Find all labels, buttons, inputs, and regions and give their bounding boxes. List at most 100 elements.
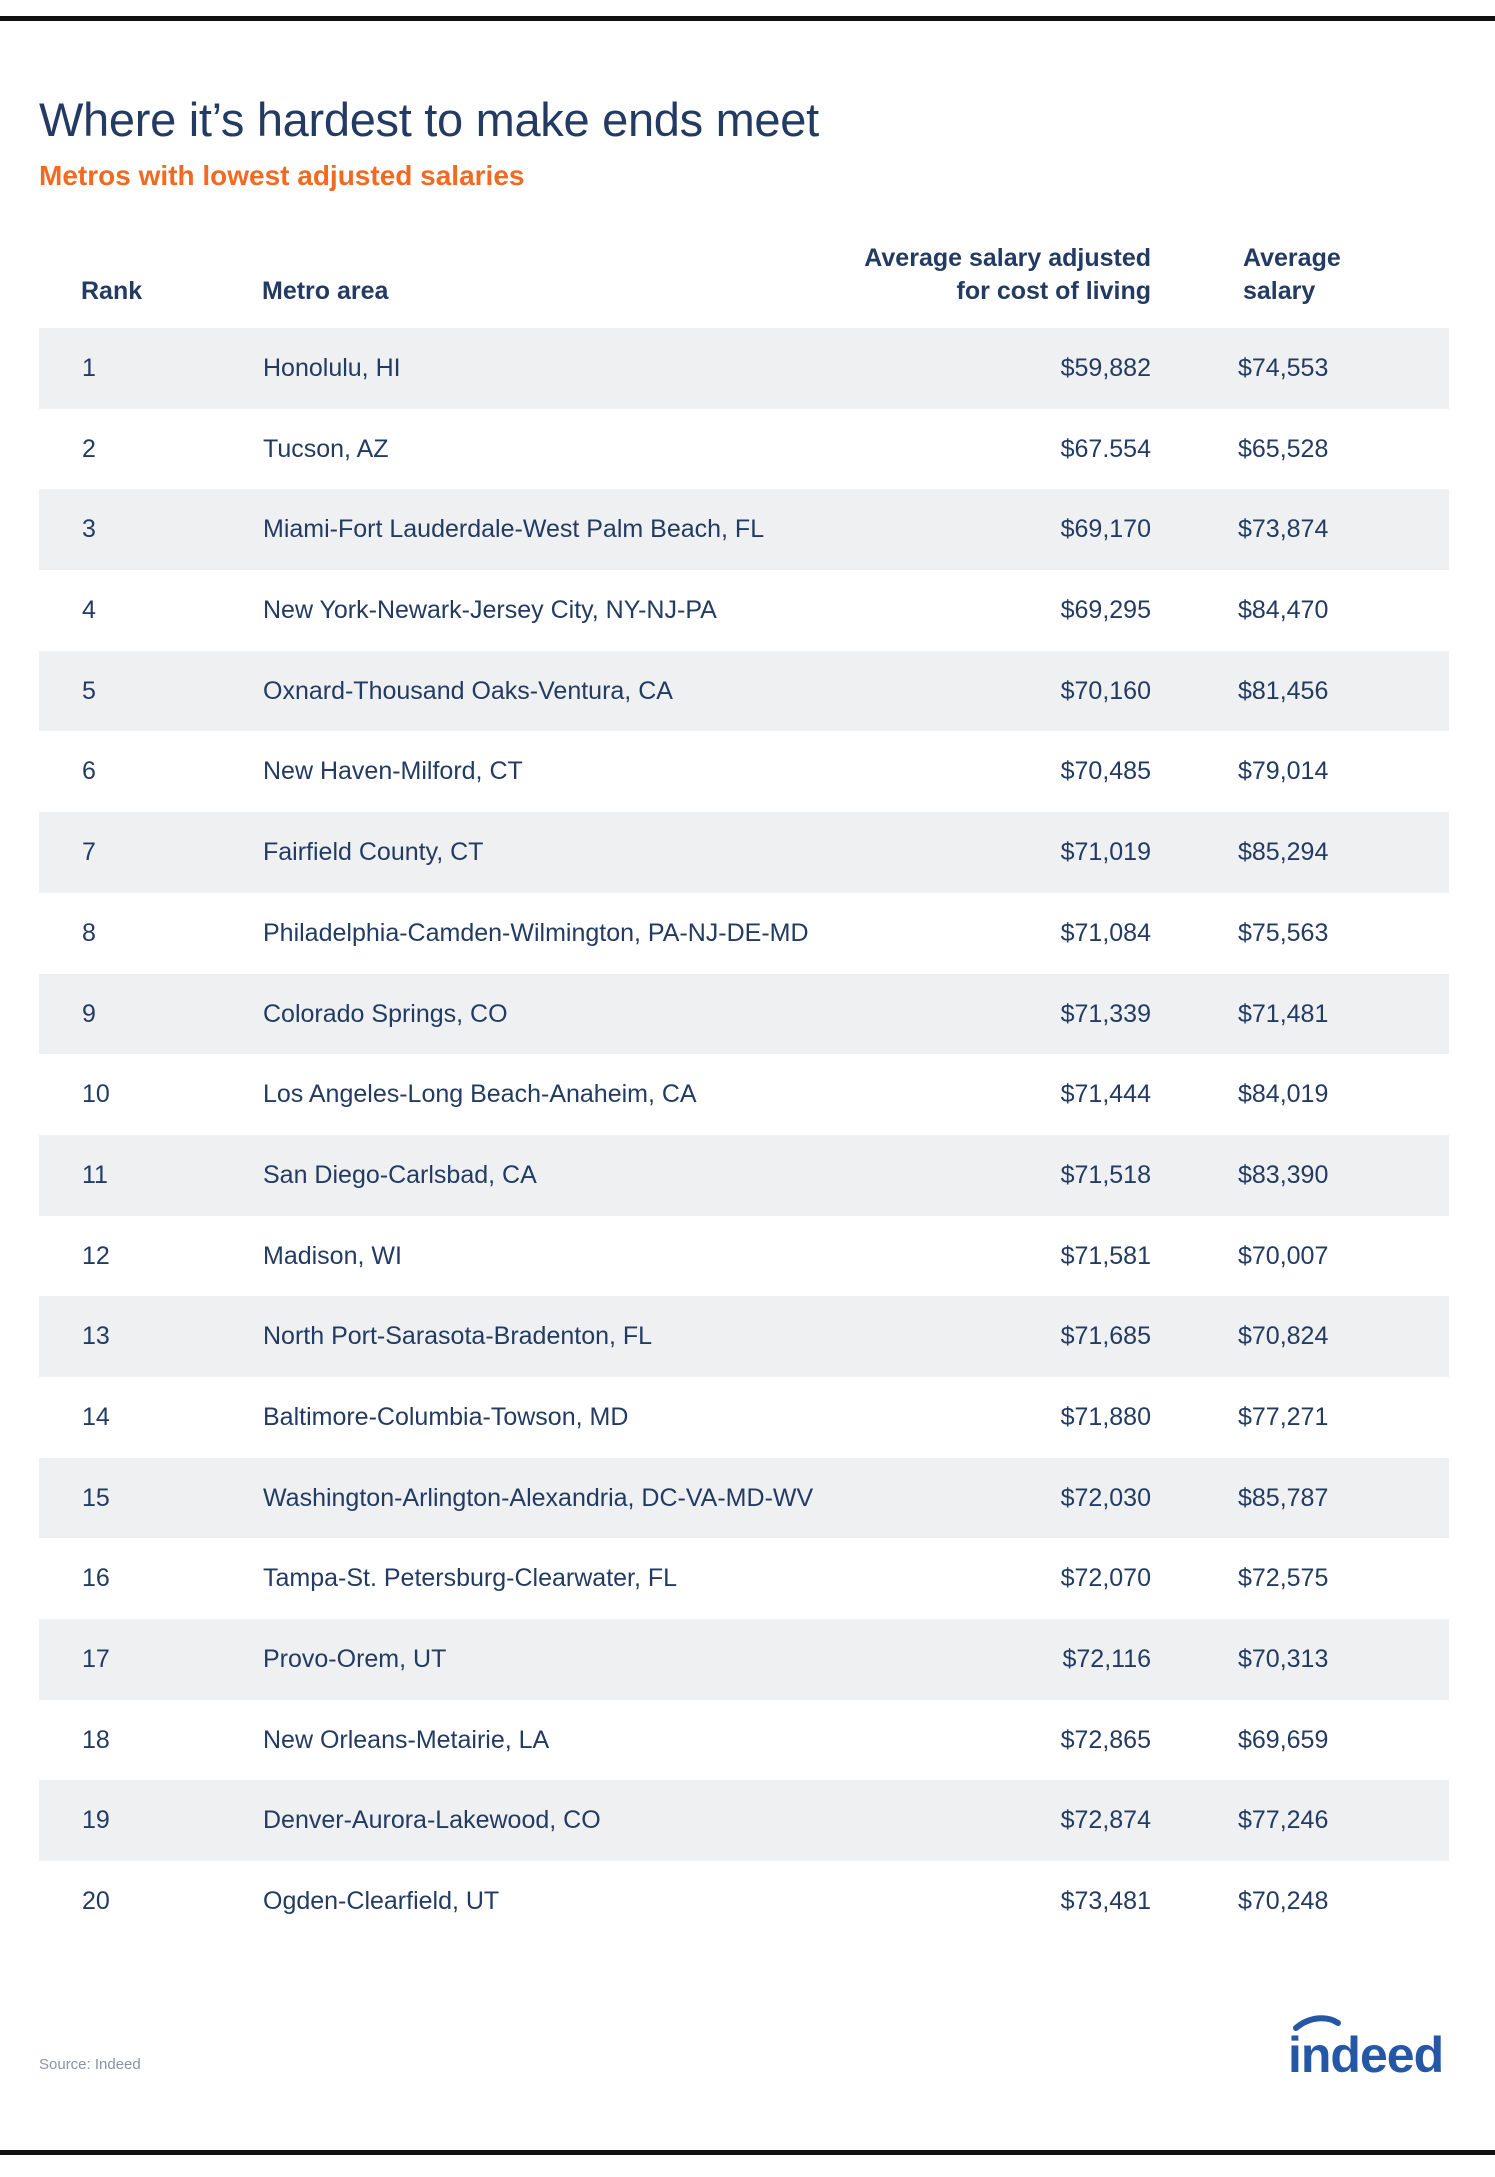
metro-area-cell: New York-Newark-Jersey City, NY-NJ-PA: [263, 596, 717, 625]
metro-area-cell: Washington-Arlington-Alexandria, DC-VA-M…: [263, 1483, 814, 1512]
table-row: 7 Fairfield County, CT $71,019 $85,294: [39, 812, 1449, 893]
average-salary-cell: $70,313: [1238, 1645, 1329, 1673]
rank-cell: 1: [82, 354, 96, 382]
table-row: 17 Provo-Orem, UT $72,116 $70,313: [39, 1619, 1449, 1700]
rank-cell: 7: [82, 838, 96, 867]
table-row: 3 Miami-Fort Lauderdale-West Palm Beach, …: [39, 489, 1449, 571]
table-row: 4 New York-Newark-Jersey City, NY-NJ-PA $6…: [39, 570, 1449, 651]
average-salary-cell: $71,481: [1238, 999, 1329, 1028]
table-row: 10 Los Angeles-Long Beach-Anaheim, CA $71,…: [39, 1054, 1449, 1135]
table-row: 13 North Port-Sarasota-Bradenton, FL $71,6…: [39, 1296, 1449, 1377]
indeed-logo: indeed: [1288, 2015, 1444, 2083]
adjusted-salary-cell: $71,019: [1060, 838, 1151, 867]
rank-cell: 18: [82, 1725, 110, 1754]
average-salary-cell: $74,553: [1238, 354, 1329, 382]
table-row: 18 New Orleans-Metairie, LA $72,865 $69,659: [39, 1700, 1449, 1781]
metro-area-cell: Denver-Aurora-Lakewood, CO: [263, 1806, 601, 1835]
metro-area-cell: Tampa-St. Petersburg-Clearwater, FL: [263, 1564, 678, 1593]
adjusted-salary-cell: $72,070: [1060, 1564, 1151, 1593]
average-salary-cell: $84,470: [1238, 596, 1329, 625]
average-salary-cell: $83,390: [1238, 1160, 1329, 1189]
source-note: Source: Indeed: [39, 2056, 141, 2073]
column-header-adjusted-salary: Average salary adjusted for cost of livi…: [864, 244, 1151, 305]
metro-area-cell: North Port-Sarasota-Bradenton, FL: [263, 1322, 653, 1351]
rank-cell: 3: [82, 515, 96, 544]
adjusted-salary-cell: $71,084: [1060, 918, 1151, 947]
table-row: 1 Honolulu, HI $59,882 $74,553: [39, 328, 1449, 409]
metro-area-cell: Honolulu, HI: [263, 354, 401, 382]
metro-area-cell: Oxnard-Thousand Oaks-Ventura, CA: [263, 676, 673, 705]
page-title: Where it’s hardest to make ends meet: [39, 93, 819, 146]
indeed-logo-wordmark: indeed: [1288, 2027, 1443, 2083]
metro-area-cell: Miami-Fort Lauderdale-West Palm Beach, F…: [263, 515, 765, 544]
average-salary-cell: $77,246: [1238, 1806, 1329, 1835]
adjusted-salary-cell: $71,339: [1060, 999, 1151, 1028]
metro-area-cell: Los Angeles-Long Beach-Anaheim, CA: [263, 1080, 697, 1109]
average-salary-cell: $75,563: [1238, 918, 1329, 947]
metro-area-cell: Madison, WI: [263, 1241, 402, 1270]
top-rule: [0, 16, 1495, 21]
table-row: 2 Tucson, AZ $67.554 $65,528: [39, 409, 1449, 490]
table-row: 20 Ogden-Clearfield, UT $73,481 $70,248: [39, 1861, 1449, 1942]
metro-area-cell: Tucson, AZ: [263, 434, 389, 463]
rank-cell: 13: [82, 1322, 110, 1351]
adjusted-salary-cell: $70,160: [1060, 676, 1151, 705]
adjusted-salary-cell: $72,030: [1060, 1483, 1151, 1512]
adjusted-salary-cell: $71,880: [1060, 1402, 1151, 1431]
adjusted-salary-cell: $67.554: [1060, 434, 1151, 463]
table-body: 1 Honolulu, HI $59,882 $74,553 2 Tucson, AZ $6…: [39, 328, 1449, 1942]
adjusted-salary-cell: $69,170: [1060, 515, 1151, 544]
metro-area-cell: Provo-Orem, UT: [263, 1645, 447, 1673]
average-salary-cell: $69,659: [1238, 1725, 1329, 1754]
indeed-logo-arc: [1293, 2015, 1341, 2031]
rank-cell: 2: [82, 434, 96, 463]
average-salary-cell: $79,014: [1238, 757, 1329, 786]
column-header-rank: Rank: [81, 277, 143, 305]
table-row: 6 New Haven-Milford, CT $70,485 $79,014: [39, 731, 1449, 812]
page-subtitle: Metros with lowest adjusted salaries: [39, 160, 525, 191]
table-row: 8 Philadelphia-Camden-Wilmington, PA-NJ-D…: [39, 893, 1449, 974]
adjusted-salary-cell: $69,295: [1060, 596, 1151, 625]
bottom-rule: [0, 2150, 1495, 2155]
adjusted-salary-cell: $72,865: [1060, 1725, 1151, 1754]
table-row: 19 Denver-Aurora-Lakewood, CO $72,874 $77,2…: [39, 1780, 1449, 1862]
rank-cell: 19: [82, 1806, 110, 1835]
metro-area-cell: New Orleans-Metairie, LA: [263, 1725, 550, 1754]
column-header-average-salary: Average salary: [1243, 244, 1341, 305]
rank-cell: 4: [82, 596, 96, 625]
rank-cell: 5: [82, 676, 96, 705]
table-row: 14 Baltimore-Columbia-Towson, MD $71,880 $7…: [39, 1377, 1449, 1458]
table-row: 9 Colorado Springs, CO $71,339 $71,481: [39, 973, 1449, 1055]
adjusted-salary-cell: $71,518: [1060, 1160, 1151, 1189]
rank-cell: 17: [82, 1645, 110, 1673]
metro-area-cell: Philadelphia-Camden-Wilmington, PA-NJ-DE…: [263, 918, 809, 947]
adjusted-salary-cell: $73,481: [1060, 1887, 1151, 1916]
rank-cell: 20: [82, 1887, 110, 1916]
table-row: 16 Tampa-St. Petersburg-Clearwater, FL $72…: [39, 1538, 1449, 1619]
adjusted-salary-cell: $71,581: [1060, 1241, 1151, 1270]
metro-area-cell: Ogden-Clearfield, UT: [263, 1887, 500, 1916]
rank-cell: 9: [82, 999, 96, 1028]
table-row: 15 Washington-Arlington-Alexandria, DC-VA…: [39, 1457, 1449, 1539]
average-salary-cell: $65,528: [1238, 434, 1329, 463]
adjusted-salary-cell: $71,685: [1060, 1322, 1151, 1351]
adjusted-salary-cell: $70,485: [1060, 757, 1151, 786]
rank-cell: 16: [82, 1564, 110, 1593]
table-row: 11 San Diego-Carlsbad, CA $71,518 $83,390: [39, 1134, 1449, 1216]
rank-cell: 15: [82, 1483, 110, 1512]
table-header: Rank Metro area Average salary adjusted …: [39, 236, 1449, 328]
average-salary-cell: $72,575: [1238, 1564, 1329, 1593]
rank-cell: 6: [82, 757, 96, 786]
average-salary-cell: $84,019: [1238, 1080, 1329, 1109]
average-salary-cell: $77,271: [1238, 1402, 1329, 1431]
average-salary-cell: $70,824: [1238, 1322, 1329, 1351]
adjusted-salary-cell: $72,116: [1062, 1645, 1151, 1673]
average-salary-cell: $70,007: [1238, 1241, 1329, 1270]
adjusted-salary-cell: $59,882: [1060, 354, 1151, 382]
adjusted-salary-cell: $71,444: [1060, 1080, 1151, 1109]
table-row: 5 Oxnard-Thousand Oaks-Ventura, CA $70,160…: [39, 650, 1449, 732]
average-salary-cell: $73,874: [1238, 515, 1329, 544]
adjusted-salary-cell: $72,874: [1060, 1806, 1151, 1835]
metro-area-cell: Fairfield County, CT: [263, 838, 484, 867]
column-header-metro-area: Metro area: [262, 277, 389, 305]
